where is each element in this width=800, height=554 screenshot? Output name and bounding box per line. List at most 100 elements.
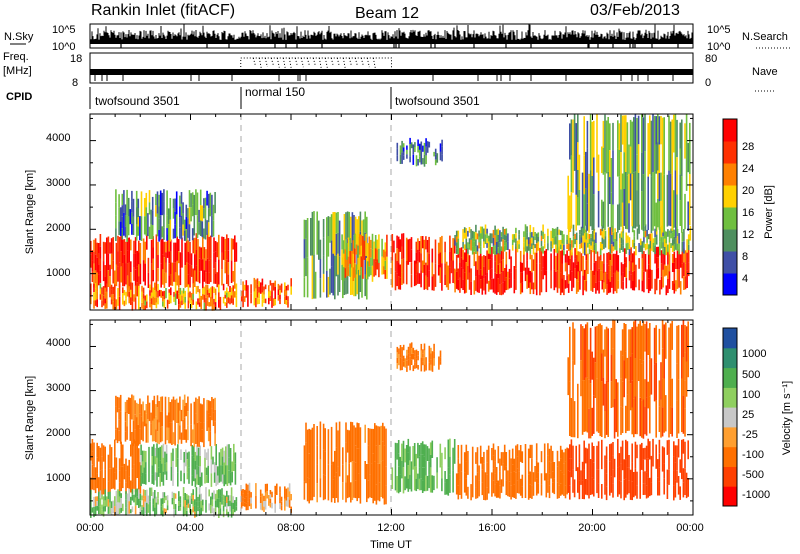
heatmap-cell bbox=[667, 244, 669, 253]
power-cbar-swatch-4 bbox=[723, 185, 737, 208]
heatmap-cell bbox=[414, 362, 416, 369]
heatmap-cell bbox=[193, 194, 196, 216]
heatmap-cell bbox=[161, 396, 164, 412]
heatmap-cell bbox=[172, 448, 174, 461]
heatmap-cell bbox=[425, 475, 427, 492]
heatmap-cell bbox=[601, 243, 604, 251]
heatmap-cell bbox=[550, 445, 552, 463]
heatmap-cell bbox=[342, 447, 344, 465]
heatmap-cell bbox=[687, 239, 690, 245]
heatmap-cell bbox=[110, 508, 113, 515]
heatmap-cell bbox=[689, 122, 691, 175]
heatmap-cell bbox=[110, 447, 113, 469]
heatmap-cell bbox=[572, 119, 574, 157]
heatmap-cell bbox=[637, 172, 640, 202]
heatmap-cell bbox=[478, 480, 480, 497]
heatmap-cell bbox=[374, 462, 376, 501]
heatmap-cell bbox=[229, 292, 231, 299]
heatmap-cell bbox=[550, 236, 552, 242]
heatmap-cell bbox=[567, 448, 569, 471]
heatmap-cell bbox=[224, 250, 226, 262]
heatmap-cell bbox=[486, 449, 488, 463]
heatmap-cell bbox=[370, 428, 373, 464]
heatmap-cell bbox=[196, 215, 199, 238]
heatmap-cell bbox=[166, 500, 169, 506]
heatmap-cell bbox=[178, 501, 180, 507]
heatmap-cell bbox=[397, 276, 400, 290]
heatmap-cell bbox=[593, 120, 595, 158]
heatmap-cell bbox=[140, 444, 142, 455]
heatmap-cell bbox=[580, 324, 582, 361]
heatmap-cell bbox=[450, 247, 453, 261]
heatmap-cell bbox=[417, 261, 419, 273]
heatmap-cell bbox=[686, 270, 688, 288]
heatmap-cell bbox=[513, 458, 516, 472]
heatmap-cell bbox=[219, 495, 222, 502]
heatmap-cell bbox=[382, 257, 385, 266]
heatmap-cell bbox=[164, 420, 167, 445]
heatmap-cell bbox=[136, 443, 138, 455]
heatmap-cell bbox=[612, 273, 615, 294]
heatmap-cell bbox=[337, 274, 339, 296]
heatmap-cell bbox=[170, 466, 173, 481]
heatmap-cell bbox=[441, 154, 443, 162]
heatmap-cell bbox=[428, 448, 430, 462]
heatmap-cell bbox=[644, 483, 646, 495]
heatmap-cell bbox=[232, 238, 234, 250]
heatmap-cell bbox=[513, 484, 516, 498]
heatmap-cell bbox=[156, 472, 158, 487]
heatmap-cell bbox=[583, 269, 586, 281]
heatmap-cell bbox=[139, 429, 141, 445]
power-cbar-tick-8: 8 bbox=[742, 251, 748, 263]
heatmap-cell bbox=[377, 463, 379, 501]
heatmap-cell bbox=[206, 420, 208, 431]
heatmap-cell bbox=[644, 224, 647, 231]
heatmap-cell bbox=[455, 271, 458, 289]
heatmap-cell bbox=[342, 267, 345, 281]
heatmap-cell bbox=[658, 144, 661, 173]
heatmap-cell bbox=[471, 246, 474, 255]
heatmap-cell bbox=[99, 294, 102, 300]
heatmap-cell bbox=[511, 481, 514, 498]
noise-sky-label: N.Sky bbox=[4, 31, 34, 43]
heatmap-cell bbox=[558, 246, 560, 268]
heatmap-cell bbox=[607, 117, 609, 172]
heatmap-cell bbox=[356, 244, 358, 270]
heatmap-cell bbox=[556, 226, 559, 236]
heatmap-cell bbox=[168, 239, 170, 252]
heatmap-cell bbox=[468, 227, 471, 233]
heatmap-cell bbox=[359, 427, 362, 466]
heatmap-cell bbox=[553, 478, 556, 495]
heatmap-cell bbox=[610, 354, 613, 382]
heatmap-cell bbox=[439, 151, 442, 161]
heatmap-cell bbox=[611, 265, 613, 277]
heatmap-cell bbox=[412, 446, 414, 470]
heatmap-cell bbox=[662, 248, 664, 254]
heatmap-cell bbox=[114, 496, 116, 507]
heatmap-cell bbox=[186, 510, 188, 517]
heatmap-cell bbox=[230, 510, 233, 518]
heatmap-cell bbox=[171, 262, 174, 286]
heatmap-cell bbox=[486, 238, 488, 244]
heatmap-cell bbox=[226, 287, 228, 293]
heatmap-cell bbox=[599, 242, 602, 249]
heatmap-cell bbox=[354, 462, 357, 481]
heatmap-cell bbox=[101, 456, 103, 470]
heatmap-cell bbox=[625, 267, 628, 278]
heatmap-cell bbox=[147, 213, 149, 237]
heatmap-cell bbox=[535, 460, 538, 479]
heatmap-cell bbox=[210, 473, 213, 487]
heatmap-cell bbox=[531, 471, 533, 486]
heatmap-cell bbox=[523, 231, 525, 238]
heatmap-cell bbox=[145, 433, 148, 443]
heatmap-cell bbox=[463, 232, 466, 239]
heatmap-cell bbox=[279, 299, 281, 305]
heatmap-cell bbox=[507, 233, 509, 242]
heatmap-cell bbox=[96, 458, 98, 474]
heatmap-cell bbox=[487, 481, 490, 494]
heatmap-cell bbox=[112, 237, 114, 261]
heatmap-cell bbox=[132, 395, 135, 421]
heatmap-cell bbox=[658, 328, 661, 355]
heatmap-cell bbox=[149, 501, 151, 516]
heatmap-cell bbox=[621, 407, 624, 433]
